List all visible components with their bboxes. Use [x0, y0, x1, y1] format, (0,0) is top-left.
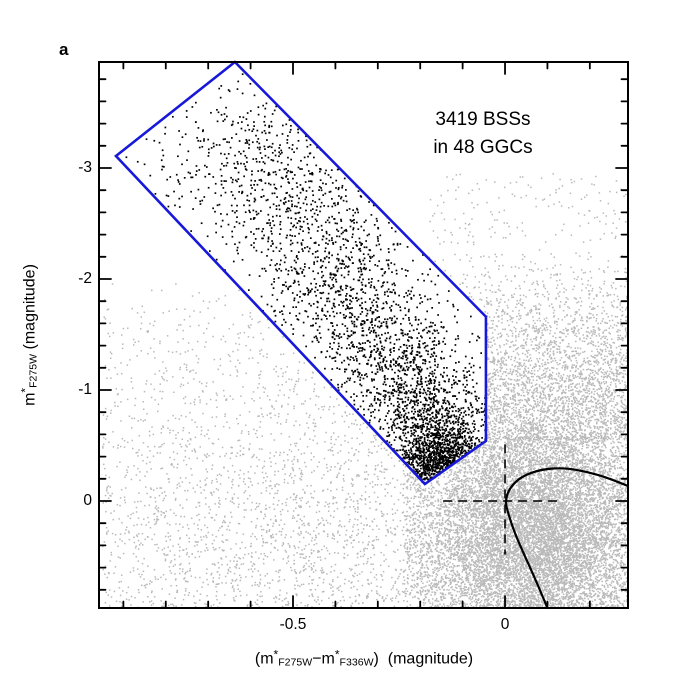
annotation-line-2: in 48 GGCs	[433, 136, 533, 158]
axis-label-segment: F275W	[27, 353, 40, 388]
y-tick-label-minus2: -2	[78, 270, 92, 287]
axis-label-segment: −	[312, 650, 322, 668]
x-tick-label-zero: 0	[500, 616, 510, 633]
axis-label-segment: m	[21, 392, 39, 406]
axis-label-segment: *	[18, 387, 33, 393]
panel-label: a	[59, 40, 69, 59]
annotation-line-1: 3419 BSSs	[435, 108, 531, 130]
axis-label-segment: ) (magnitude)	[373, 650, 474, 668]
axis-label-segment: (magnitude)	[21, 264, 39, 354]
axis-label-segment: m	[321, 650, 335, 668]
y-tick-label-zero: 0	[83, 491, 92, 509]
axis-label-segment: F336W	[339, 656, 374, 669]
axis-label-segment: F275W	[278, 656, 313, 669]
y-tick-label-minus1: -1	[78, 380, 92, 398]
y-tick-label-minus3: -3	[78, 159, 92, 176]
y-axis-label: m*F275W (magnitude)	[18, 264, 39, 406]
x-tick-label-minus0p5: -0.5	[279, 616, 307, 633]
axis-label-segment: (m	[254, 650, 274, 668]
axis-label-segment: *	[334, 647, 340, 662]
bss-count-annotation: 3419 BSSs in 48 GGCs	[433, 106, 532, 162]
x-axis-label: (m*F275W−m*F336W) (magnitude)	[255, 647, 473, 668]
axis-label-segment: *	[273, 647, 279, 662]
